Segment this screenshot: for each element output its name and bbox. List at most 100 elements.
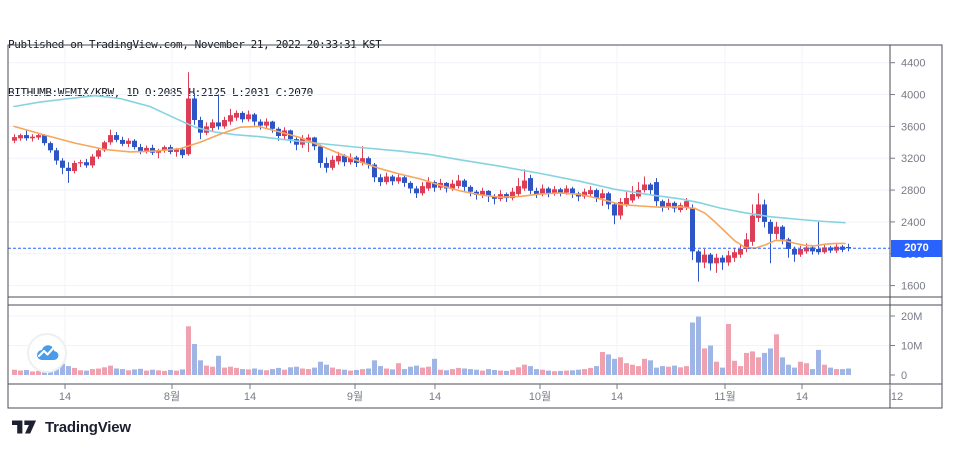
volume-bar [258,369,263,375]
volume-bar [102,367,107,375]
candle-body [408,182,413,189]
volume-bar [174,370,179,375]
candle-body [42,135,47,144]
volume-bar [240,369,245,375]
volume-bar [270,369,275,375]
price-axis-label: 4400 [901,58,925,70]
volume-bar [90,369,95,375]
tradingview-logo-icon [12,420,37,434]
candle-body [558,189,563,193]
candle-body [360,158,365,163]
volume-bar [150,369,155,375]
volume-bar [720,367,725,375]
volume-bar [762,352,767,375]
time-axis-label: 9월 [347,390,363,403]
volume-bar [312,367,317,375]
volume-bar [756,357,761,375]
candle-body [840,246,845,250]
volume-bar [714,361,719,375]
candle-body [804,247,809,252]
volume-bar [798,361,803,375]
candle-body [672,202,677,209]
volume-bar [354,370,359,375]
candle-body [570,188,575,194]
candle-body [240,112,245,120]
volume-bar [690,322,695,375]
volume-bar [264,370,269,375]
tradingview-brand: TradingView [45,418,131,436]
candle-body [396,177,401,182]
candle-body [342,155,347,163]
volume-bar [366,368,371,375]
candle-body [468,186,473,192]
volume-bar [702,348,707,375]
candle-body [78,162,83,164]
candle-body [252,114,257,122]
volume-bar [612,358,617,375]
candle-body [30,136,35,139]
candle-body [234,112,239,118]
volume-bar [804,363,809,375]
time-axis-label: 11월 [714,390,736,403]
volume-bar [96,368,101,375]
volume-bar [474,369,479,375]
volume-bar [840,369,845,375]
volume-bar [402,369,407,375]
volume-bar [120,369,125,375]
candle-body [552,189,557,194]
candle-body [732,252,737,258]
volume-bar [624,363,629,375]
candle-body [780,226,785,240]
candle-body [534,190,539,195]
volume-bar [606,354,611,375]
volume-bar [540,369,545,375]
volume-bar [780,357,785,375]
candle-body [450,183,455,189]
volume-bar [480,370,485,375]
volume-bar [288,367,293,375]
candle-body [402,177,407,183]
candle-body [162,147,167,151]
price-axis-label: 3600 [901,121,925,133]
tradingview-footer[interactable]: TradingView [12,417,131,437]
volume-axis-label: 10M [901,341,922,353]
volume-bar [738,366,743,375]
volume-bar [588,367,593,375]
candle-body [738,249,743,255]
volume-bar [786,364,791,375]
volume-bar [318,361,323,375]
volume-bar [228,366,233,375]
candle-body [756,204,761,218]
candle-body [762,204,767,222]
volume-bar [192,344,197,375]
candle-body [846,247,851,249]
candle-body [660,201,665,208]
last-price-badge: 2070 [891,240,942,257]
volume-bar [432,358,437,375]
volume-bar [510,369,515,375]
volume-bar [30,371,35,375]
volume-bar [732,360,737,375]
volume-bar [672,365,677,375]
candle-body [612,204,617,216]
candle-body [546,188,551,194]
candle-body [366,158,371,165]
time-axis-label: 8월 [164,390,180,403]
cloud-area-chart-icon [37,345,59,360]
volume-bar [294,366,299,375]
candle-body [36,135,41,138]
candle-body [18,135,23,139]
price-axis-label: 4000 [901,90,925,102]
candle-body [426,182,431,189]
candle-body [294,139,299,145]
volume-bar [126,370,131,375]
volume-bar [78,370,83,375]
volume-bar [468,369,473,375]
candle-body [486,190,491,197]
volume-bar [636,366,641,375]
price-axis-label: 3200 [901,153,925,165]
volume-bar [828,367,833,375]
candle-body [378,177,383,183]
candle-body [114,135,119,140]
